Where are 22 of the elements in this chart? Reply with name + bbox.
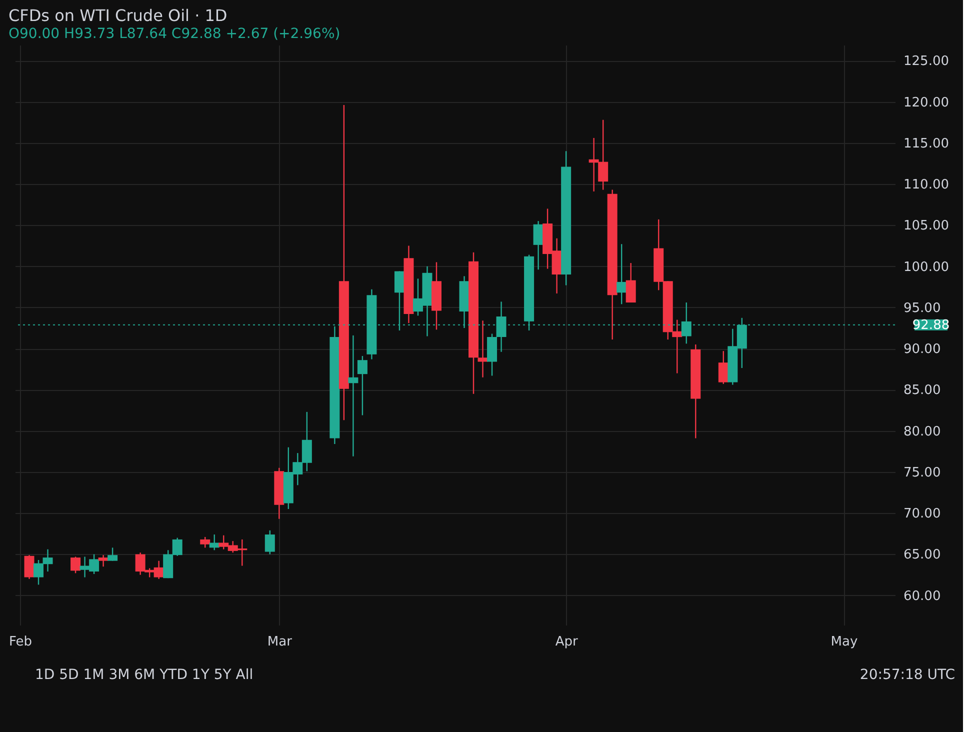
y-tick-label: 115.00 <box>904 136 949 152</box>
text: 1D 5D 1M 3M 6M YTD 1Y 5Y All <box>35 667 254 683</box>
y-tick-label: 75.00 <box>904 465 941 480</box>
x-tick-label: Feb <box>8 634 32 650</box>
x-tick-label: Apr <box>555 634 578 650</box>
y-tick-label: 105.00 <box>904 218 949 234</box>
y-tick-label: 90.00 <box>904 342 941 358</box>
y-tick-label: 100.00 <box>904 260 949 275</box>
y-tick-label: 125.00 <box>904 54 949 70</box>
chart-subtitle: O90.00 H93.73 L87.64 C92.88 +2.67 (+2.96%) <box>8 26 340 42</box>
y-tick-label: 60.00 <box>904 588 941 604</box>
y-tick-label: 95.00 <box>904 300 941 316</box>
y-tick-label: 120.00 <box>904 95 949 110</box>
y-tick-label: 85.00 <box>904 383 941 398</box>
x-tick-label: May <box>830 634 858 650</box>
chart-title: CFDs on WTI Crude Oil · 1D <box>8 6 228 25</box>
y-tick-label: 80.00 <box>904 424 941 440</box>
y-tick-label: 70.00 <box>904 506 941 522</box>
y-tick-label: 110.00 <box>904 178 949 193</box>
text: 20:57:18 UTC <box>860 667 956 683</box>
x-tick-label: Mar <box>267 634 293 650</box>
y-tick-label: 65.00 <box>904 548 941 563</box>
